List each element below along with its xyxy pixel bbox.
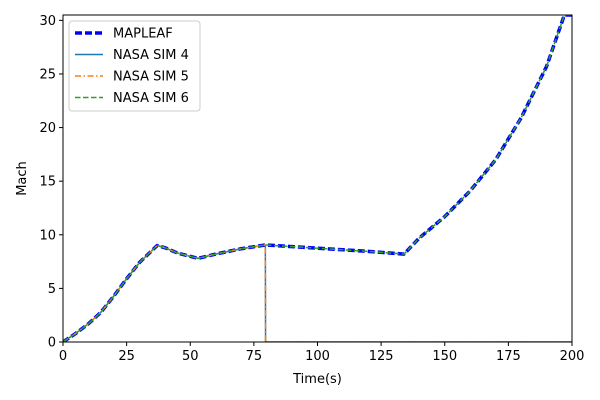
y-tick-label: 0 xyxy=(48,336,56,351)
series-line-3 xyxy=(63,244,572,342)
series-layer xyxy=(63,15,572,342)
x-tick-label: 75 xyxy=(246,349,263,364)
x-tick-label: 150 xyxy=(432,349,457,364)
legend: MAPLEAF NASA SIM 4 NASA SIM 5 NASA SIM 6 xyxy=(68,20,201,112)
x-tick-label: 100 xyxy=(305,349,330,364)
y-tick-label: 20 xyxy=(39,121,56,136)
series-line-2 xyxy=(63,244,572,342)
x-tick-label: 125 xyxy=(369,349,394,364)
y-axis-label: Mach xyxy=(15,161,30,196)
series-line-4 xyxy=(63,15,572,342)
x-tick-label: 50 xyxy=(182,349,199,364)
x-tick-label: 25 xyxy=(118,349,135,364)
y-tick-label: 25 xyxy=(39,67,56,82)
x-tick-label: 0 xyxy=(59,349,67,364)
y-tick-label: 5 xyxy=(48,282,56,297)
x-tick-label: 175 xyxy=(496,349,521,364)
y-tick-label: 10 xyxy=(39,228,56,243)
y-tick-label: 15 xyxy=(39,175,56,190)
legend-box xyxy=(68,20,201,112)
legend-label-1: MAPLEAF xyxy=(113,27,173,42)
y-axis: 0 5 10 15 20 25 30 xyxy=(39,14,63,351)
legend-label-2: NASA SIM 4 xyxy=(113,48,189,63)
y-tick-label: 30 xyxy=(39,14,56,29)
x-axis-label: Time(s) xyxy=(292,372,342,387)
legend-label-4: NASA SIM 6 xyxy=(113,91,189,106)
legend-label-3: NASA SIM 5 xyxy=(113,70,189,85)
x-axis: 0 25 50 75 100 125 150 175 200 xyxy=(59,342,585,364)
x-tick-label: 200 xyxy=(560,349,585,364)
